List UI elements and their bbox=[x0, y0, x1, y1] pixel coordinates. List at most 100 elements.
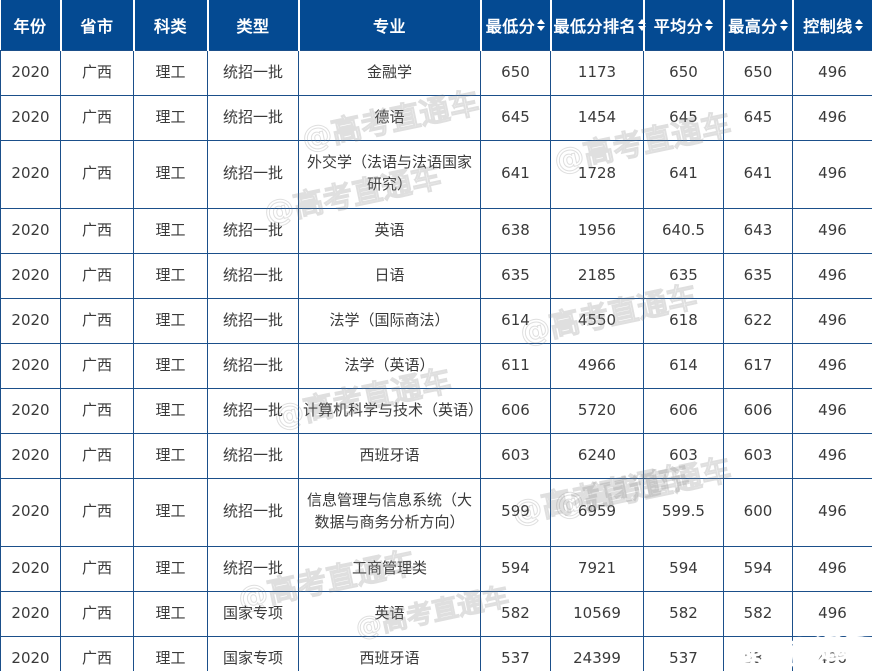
column-header-label: 平均分 bbox=[653, 16, 704, 36]
cell-province: 广西 bbox=[60, 139, 134, 209]
sort-toggle-icon[interactable] bbox=[638, 19, 647, 31]
column-header-control-line[interactable]: 控制线 bbox=[792, 0, 872, 50]
cell-min-rank: 1728 bbox=[550, 139, 644, 209]
column-header-major: 专业 bbox=[298, 0, 482, 50]
cell-avg-score: 582 bbox=[643, 590, 724, 637]
caret-up-icon[interactable] bbox=[705, 19, 714, 24]
table-row[interactable]: 2020 广西 理工 统招一批 西班牙语 603 6240 603 603 496 bbox=[0, 432, 872, 479]
cell-province: 广西 bbox=[60, 207, 134, 254]
cell-type: 统招一批 bbox=[207, 432, 299, 479]
caret-down-icon[interactable] bbox=[537, 25, 546, 31]
table-body: 2020 广西 理工 统招一批 金融学 650 1173 650 650 496 2020 广西 理工统… bbox=[0, 49, 872, 671]
cell-max-score: 582 bbox=[723, 590, 793, 637]
column-header-year: 年份 bbox=[0, 0, 62, 50]
cell-min-rank: 2185 bbox=[550, 252, 644, 299]
table-row[interactable]: 2020 广西 理工 国家专项 英语 582 10569 582 582 496 bbox=[0, 590, 872, 637]
table-row[interactable]: 2020 广西 理工 统招一批 信息管理与信息系统（大数据与商务分析方向） 599 6959… bbox=[0, 477, 872, 547]
table-row[interactable]: 2020 广西 理工 统招一批 金融学 650 1173 650 650 496 bbox=[0, 49, 872, 96]
cell-avg-score: 650 bbox=[643, 49, 724, 96]
cell-province: 广西 bbox=[60, 94, 134, 141]
table-row[interactable]: 2020 广西 理工 统招一批 外交学（法语与法语国家研究） 641 1728 641 641 4… bbox=[0, 139, 872, 209]
cell-min-score: 641 bbox=[480, 139, 551, 209]
cell-province: 广西 bbox=[60, 590, 134, 637]
cell-major: 德语 bbox=[298, 94, 481, 141]
cell-min-score: 599 bbox=[480, 477, 551, 547]
column-header-inner: 最低分 bbox=[486, 13, 546, 37]
cell-min-score: 582 bbox=[480, 590, 551, 637]
cell-major: 西班牙语 bbox=[298, 635, 481, 671]
cell-year: 2020 bbox=[0, 139, 61, 209]
cell-province: 广西 bbox=[60, 49, 134, 96]
cell-province: 广西 bbox=[60, 635, 134, 671]
cell-year: 2020 bbox=[0, 387, 61, 434]
caret-up-icon[interactable] bbox=[854, 19, 863, 24]
sort-toggle-icon[interactable] bbox=[854, 19, 863, 31]
cell-province: 广西 bbox=[60, 387, 134, 434]
cell-avg-score: 594 bbox=[643, 545, 724, 592]
column-header-inner: 控制线 bbox=[803, 13, 863, 37]
column-header-inner: 专业 bbox=[373, 13, 406, 37]
column-header-label: 科类 bbox=[153, 16, 187, 36]
column-header-min-rank[interactable]: 最低分排名 bbox=[550, 0, 647, 50]
table-row[interactable]: 2020 广西 理工 国家专项 西班牙语 537 24399 537 537 496 bbox=[0, 635, 872, 671]
cell-year: 2020 bbox=[0, 545, 61, 592]
cell-type: 统招一批 bbox=[207, 477, 299, 547]
cell-major: 信息管理与信息系统（大数据与商务分析方向） bbox=[298, 477, 481, 547]
caret-up-icon[interactable] bbox=[537, 19, 546, 24]
table-row[interactable]: 2020 广西 理工 统招一批 工商管理类 594 7921 594 594 496 bbox=[0, 545, 872, 592]
caret-down-icon[interactable] bbox=[638, 25, 647, 31]
sort-toggle-icon[interactable] bbox=[779, 19, 788, 31]
cell-min-rank: 4966 bbox=[550, 342, 644, 389]
column-header-label: 控制线 bbox=[803, 16, 853, 36]
caret-down-icon[interactable] bbox=[705, 25, 714, 31]
column-header-inner: 年份 bbox=[13, 13, 46, 37]
cell-min-score: 611 bbox=[480, 342, 551, 389]
cell-min-rank: 6240 bbox=[550, 432, 644, 479]
cell-max-score: 622 bbox=[723, 297, 793, 344]
column-header-province: 省市 bbox=[60, 0, 135, 50]
table-row[interactable]: 2020 广西 理工 统招一批 德语 645 1454 645 645 496 bbox=[0, 94, 872, 141]
column-header-max-score[interactable]: 最高分 bbox=[723, 0, 794, 50]
table-row[interactable]: 2020 广西 理工 统招一批 法学（国际商法） 614 4550 618 622 496 bbox=[0, 297, 872, 344]
caret-up-icon[interactable] bbox=[638, 19, 647, 24]
cell-min-rank: 10569 bbox=[550, 590, 644, 637]
column-header-min-score[interactable]: 最低分 bbox=[480, 0, 552, 50]
table-row[interactable]: 2020 广西 理工 统招一批 日语 635 2185 635 635 496 bbox=[0, 252, 872, 299]
cell-min-rank: 6959 bbox=[550, 477, 644, 547]
caret-up-icon[interactable] bbox=[779, 19, 788, 24]
cell-subject: 理工 bbox=[133, 139, 208, 209]
column-header-label: 省市 bbox=[80, 16, 114, 36]
cell-control-line: 496 bbox=[792, 297, 872, 344]
cell-min-score: 594 bbox=[480, 545, 551, 592]
cell-type: 国家专项 bbox=[207, 590, 299, 637]
sort-toggle-icon[interactable] bbox=[705, 19, 714, 31]
sort-toggle-icon[interactable] bbox=[537, 19, 546, 31]
column-header-avg-score[interactable]: 平均分 bbox=[643, 0, 725, 50]
cell-control-line: 496 bbox=[792, 94, 872, 141]
cell-max-score: 603 bbox=[723, 432, 793, 479]
column-header-label: 最低分 bbox=[485, 16, 536, 36]
cell-avg-score: 599.5 bbox=[643, 477, 724, 547]
cell-subject: 理工 bbox=[133, 590, 208, 637]
caret-down-icon[interactable] bbox=[779, 25, 788, 31]
cell-major: 日语 bbox=[298, 252, 481, 299]
cell-type: 统招一批 bbox=[207, 94, 299, 141]
cell-min-score: 645 bbox=[480, 94, 551, 141]
caret-down-icon[interactable] bbox=[854, 25, 863, 31]
table-row[interactable]: 2020 广西 理工 统招一批 英语 638 1956 640.5 643 496 bbox=[0, 207, 872, 254]
cell-min-score: 650 bbox=[480, 49, 551, 96]
cell-min-score: 603 bbox=[480, 432, 551, 479]
cell-min-rank: 5720 bbox=[550, 387, 644, 434]
cell-subject: 理工 bbox=[133, 94, 208, 141]
table-row[interactable]: 2020 广西 理工 统招一批 法学（英语） 611 4966 614 617 496 bbox=[0, 342, 872, 389]
table-row[interactable]: 2020 广西 理工 统招一批 计算机科学与技术（英语） 606 5720 606 606 496 bbox=[0, 387, 872, 434]
cell-year: 2020 bbox=[0, 94, 61, 141]
cell-type: 统招一批 bbox=[207, 252, 299, 299]
cell-control-line: 496 bbox=[792, 252, 872, 299]
cell-control-line: 496 bbox=[792, 207, 872, 254]
cell-min-rank: 1454 bbox=[550, 94, 644, 141]
cell-subject: 理工 bbox=[133, 545, 208, 592]
cell-year: 2020 bbox=[0, 342, 61, 389]
cell-major: 金融学 bbox=[298, 49, 481, 96]
